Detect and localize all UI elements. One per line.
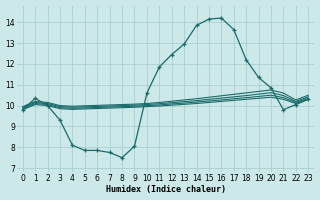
X-axis label: Humidex (Indice chaleur): Humidex (Indice chaleur) — [106, 185, 226, 194]
